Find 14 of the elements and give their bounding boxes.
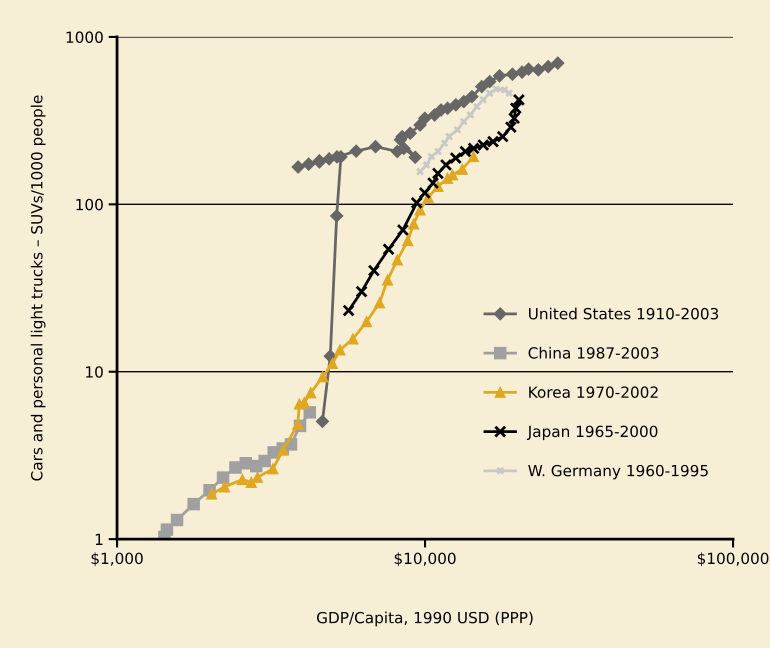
y-tick-label: 1: [96, 534, 102, 545]
x-tick-label: $1,000: [92, 552, 143, 566]
y-tick-label: 10: [86, 366, 103, 378]
legend-label: Korea 1970-2002: [529, 386, 658, 398]
legend-label: United States 1910-2003: [529, 308, 718, 320]
y-tick-label: 100: [76, 198, 103, 210]
legend-label: W. Germany 1960-1995: [528, 464, 708, 480]
x-axis-title: GDP/Capita, 1990 USD (PPP): [317, 612, 533, 626]
x-tick-label: $100,000: [698, 552, 768, 566]
y-axis-title: Cars and personal light trucks – SUVs/1000 people: [30, 95, 46, 481]
legend-label: Japan 1965-2000: [526, 426, 658, 440]
y-tick-label: 1000: [66, 31, 103, 43]
x-tick-label: $10,000: [394, 552, 456, 566]
legend-label: China 1987-2003: [528, 346, 658, 359]
